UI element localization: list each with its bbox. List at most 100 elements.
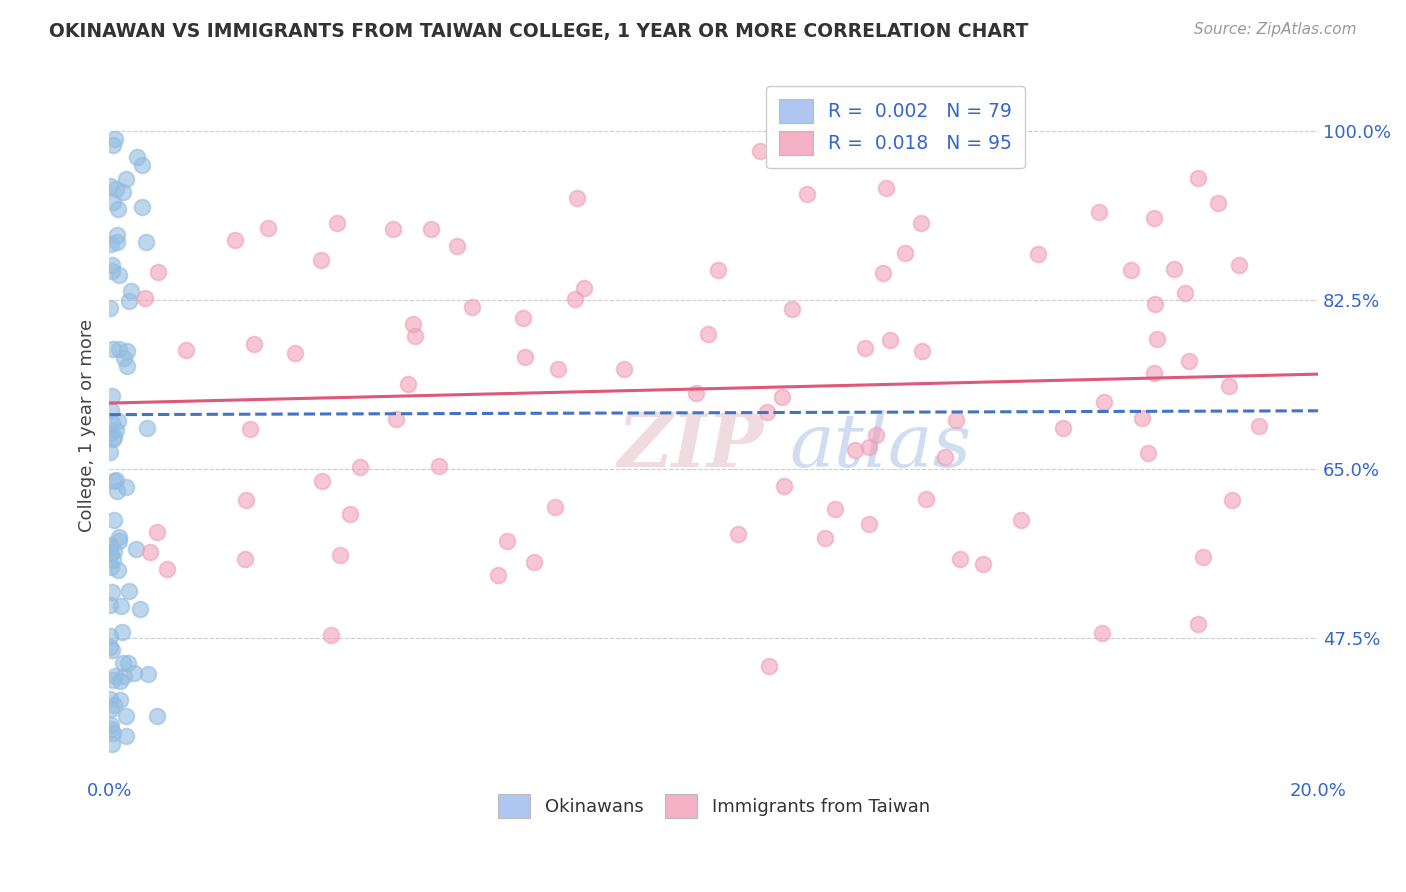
Point (780, 302, 803, 317)
Point (311, 474, 333, 488)
Point (844, 443, 866, 458)
Point (108, 342, 131, 356)
Point (103, 698, 125, 713)
Point (879, 333, 901, 347)
Point (100, 403, 122, 417)
Point (339, 507, 361, 521)
Point (103, 432, 125, 446)
Point (523, 555, 546, 569)
Point (104, 474, 127, 488)
Point (108, 530, 131, 544)
Point (565, 191, 588, 205)
Point (103, 430, 125, 444)
Point (145, 709, 167, 723)
Point (496, 533, 519, 548)
Point (1227, 258, 1250, 272)
Point (117, 344, 139, 359)
Point (613, 362, 636, 376)
Point (770, 390, 793, 404)
Point (101, 553, 124, 567)
Point (875, 181, 897, 195)
Point (325, 216, 347, 230)
Point (1218, 379, 1240, 393)
Point (107, 414, 129, 428)
Point (1052, 421, 1074, 435)
Y-axis label: College, 1 year or more: College, 1 year or more (79, 318, 96, 532)
Text: atlas: atlas (790, 410, 972, 483)
Point (103, 669, 125, 683)
Point (111, 656, 134, 670)
Point (105, 484, 128, 499)
Point (243, 337, 266, 351)
Point (1163, 262, 1185, 277)
Point (108, 268, 131, 282)
Point (120, 284, 142, 298)
Point (100, 559, 122, 574)
Point (107, 228, 129, 243)
Point (118, 294, 141, 309)
Point (98, 445, 121, 459)
Point (100, 258, 122, 272)
Point (547, 362, 569, 376)
Point (224, 234, 246, 248)
Point (101, 673, 124, 687)
Point (107, 202, 129, 216)
Point (1121, 263, 1143, 277)
Point (98, 692, 121, 706)
Point (865, 427, 887, 442)
Point (117, 656, 139, 670)
Point (853, 341, 876, 355)
Point (1090, 626, 1112, 640)
Point (238, 422, 260, 436)
Point (748, 144, 770, 158)
Point (404, 329, 426, 343)
Point (257, 221, 280, 235)
Point (104, 132, 127, 146)
Point (98, 629, 121, 643)
Point (115, 359, 138, 374)
Point (134, 291, 156, 305)
Point (402, 317, 425, 331)
Point (284, 345, 307, 359)
Point (100, 722, 122, 736)
Point (139, 545, 162, 559)
Point (972, 557, 994, 571)
Point (101, 585, 124, 599)
Point (796, 186, 818, 201)
Point (311, 252, 333, 267)
Point (756, 405, 779, 419)
Point (1130, 411, 1153, 425)
Point (103, 513, 125, 527)
Point (233, 552, 256, 566)
Point (1146, 332, 1168, 346)
Point (118, 583, 141, 598)
Point (894, 246, 917, 260)
Point (103, 725, 125, 739)
Point (114, 480, 136, 494)
Point (131, 200, 153, 214)
Point (100, 737, 122, 751)
Point (572, 281, 595, 295)
Point (136, 666, 159, 681)
Point (114, 730, 136, 744)
Point (156, 561, 179, 575)
Text: ZIP: ZIP (617, 410, 763, 483)
Point (384, 411, 406, 425)
Point (110, 599, 132, 613)
Text: OKINAWAN VS IMMIGRANTS FROM TAIWAN COLLEGE, 1 YEAR OR MORE CORRELATION CHART: OKINAWAN VS IMMIGRANTS FROM TAIWAN COLLE… (49, 22, 1029, 41)
Point (1142, 211, 1164, 225)
Point (949, 551, 972, 566)
Point (174, 343, 197, 357)
Point (858, 517, 880, 532)
Point (107, 563, 129, 577)
Point (1178, 354, 1201, 368)
Point (100, 237, 122, 252)
Point (945, 413, 967, 427)
Point (707, 262, 730, 277)
Point (104, 181, 127, 195)
Point (112, 669, 135, 683)
Point (103, 474, 125, 488)
Point (1191, 550, 1213, 565)
Point (486, 568, 509, 582)
Point (112, 351, 135, 365)
